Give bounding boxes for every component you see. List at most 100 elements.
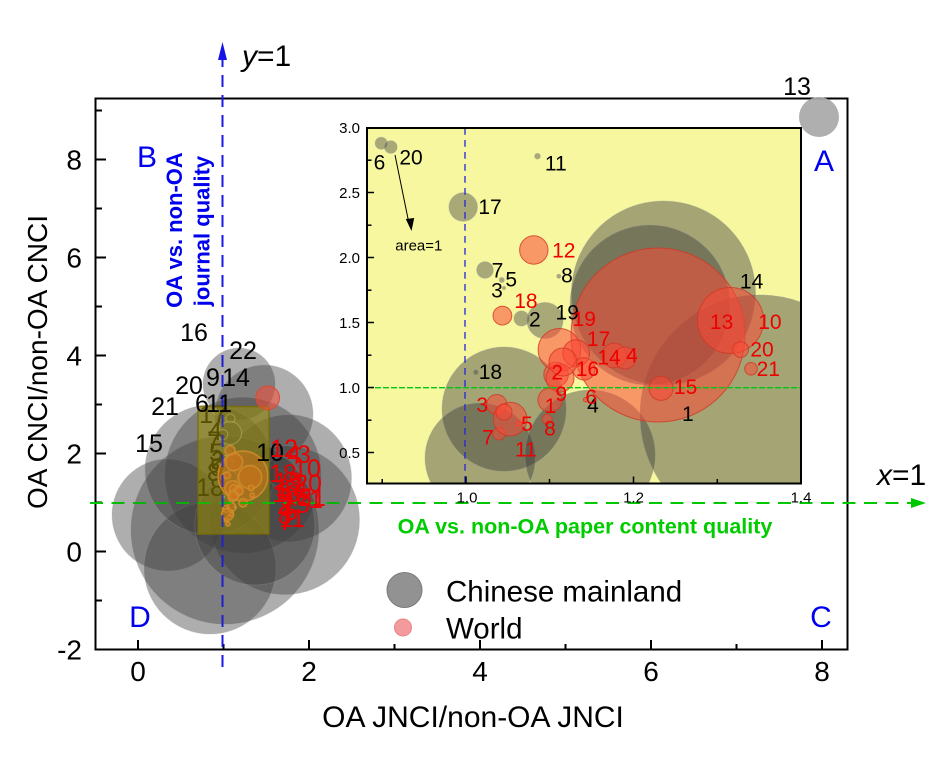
svg-text:0: 0 [66, 537, 82, 568]
svg-text:1.5: 1.5 [339, 315, 360, 332]
svg-text:3: 3 [297, 441, 311, 469]
svg-text:19: 19 [573, 308, 596, 331]
svg-text:18: 18 [514, 290, 537, 313]
svg-text:16: 16 [180, 319, 208, 347]
svg-text:9: 9 [280, 485, 294, 513]
svg-text:6: 6 [284, 498, 298, 526]
svg-text:2: 2 [529, 308, 541, 331]
svg-text:18: 18 [479, 361, 502, 384]
svg-text:6: 6 [643, 656, 659, 687]
svg-text:1.0: 1.0 [339, 380, 360, 397]
svg-text:4: 4 [66, 341, 82, 372]
svg-text:20: 20 [294, 470, 322, 498]
svg-text:8: 8 [278, 502, 292, 530]
svg-text:journal quality: journal quality [190, 155, 215, 307]
svg-text:2: 2 [551, 362, 563, 385]
svg-text:6: 6 [66, 243, 82, 274]
svg-text:13: 13 [710, 311, 733, 334]
svg-text:3.0: 3.0 [339, 120, 360, 137]
svg-text:-2: -2 [57, 635, 82, 666]
svg-text:1.2: 1.2 [623, 490, 644, 507]
svg-text:0: 0 [130, 656, 146, 687]
svg-text:22: 22 [229, 337, 257, 365]
svg-text:18: 18 [269, 460, 297, 488]
svg-text:8: 8 [814, 656, 830, 687]
svg-text:World: World [446, 613, 523, 646]
svg-text:B: B [137, 141, 157, 174]
svg-text:8: 8 [66, 145, 82, 176]
svg-text:1: 1 [309, 486, 323, 514]
svg-text:16: 16 [272, 480, 300, 508]
svg-text:OA JNCI/non-OA JNCI: OA JNCI/non-OA JNCI [322, 701, 624, 734]
svg-text:5: 5 [521, 413, 533, 436]
svg-text:1.4: 1.4 [791, 490, 812, 507]
svg-text:1.0: 1.0 [457, 490, 478, 507]
svg-text:11: 11 [206, 390, 232, 418]
svg-text:9: 9 [206, 364, 220, 392]
svg-text:0.5: 0.5 [339, 445, 360, 462]
svg-text:15: 15 [674, 376, 697, 399]
svg-text:6: 6 [374, 151, 386, 174]
svg-text:10: 10 [256, 439, 284, 467]
svg-text:14: 14 [740, 270, 764, 293]
svg-text:5: 5 [505, 268, 517, 291]
svg-text:D: D [129, 601, 151, 634]
svg-text:20: 20 [750, 338, 773, 361]
svg-text:2.5: 2.5 [339, 185, 360, 202]
svg-text:7: 7 [492, 259, 504, 282]
svg-text:x=1: x=1 [875, 459, 926, 492]
svg-text:11: 11 [279, 505, 305, 533]
svg-text:21: 21 [151, 393, 179, 421]
svg-text:5: 5 [298, 484, 312, 512]
svg-text:6: 6 [585, 386, 597, 409]
svg-text:8: 8 [561, 264, 573, 287]
svg-text:OA CNCI/non-OA CNCI: OA CNCI/non-OA CNCI [22, 215, 53, 509]
svg-text:17: 17 [478, 196, 501, 219]
svg-text:20: 20 [399, 146, 422, 169]
svg-text:A: A [814, 145, 834, 178]
svg-text:y=1: y=1 [240, 40, 291, 73]
svg-text:17: 17 [275, 474, 303, 502]
svg-text:20: 20 [175, 372, 203, 400]
svg-text:1: 1 [682, 403, 694, 426]
svg-text:C: C [810, 601, 832, 634]
svg-text:2.0: 2.0 [339, 250, 360, 267]
svg-text:2: 2 [66, 439, 82, 470]
svg-text:17: 17 [587, 328, 610, 351]
svg-text:14: 14 [280, 477, 308, 505]
svg-text:14: 14 [222, 364, 250, 392]
svg-text:12: 12 [270, 435, 298, 463]
svg-text:21: 21 [757, 358, 780, 381]
svg-text:11: 11 [545, 152, 567, 175]
svg-text:14: 14 [597, 346, 621, 369]
svg-text:7: 7 [482, 426, 494, 449]
svg-text:21: 21 [298, 484, 326, 512]
svg-text:16: 16 [576, 358, 599, 381]
svg-text:area=1: area=1 [395, 238, 442, 255]
svg-text:8: 8 [544, 418, 556, 441]
svg-text:19: 19 [274, 468, 302, 496]
svg-text:2: 2 [277, 492, 291, 520]
svg-text:3: 3 [476, 394, 488, 417]
svg-text:1: 1 [545, 395, 557, 418]
svg-text:OA vs. non-OA: OA vs. non-OA [162, 152, 187, 308]
svg-text:9: 9 [555, 383, 567, 406]
svg-text:11: 11 [515, 439, 537, 462]
svg-text:2: 2 [301, 656, 317, 687]
svg-text:6: 6 [195, 390, 209, 418]
svg-text:4: 4 [472, 656, 488, 687]
svg-text:4: 4 [587, 394, 599, 417]
svg-text:10: 10 [293, 455, 321, 483]
svg-text:4: 4 [287, 441, 301, 469]
svg-text:19: 19 [556, 301, 579, 324]
svg-text:10: 10 [758, 311, 781, 334]
svg-text:7: 7 [279, 508, 293, 536]
svg-text:15: 15 [135, 430, 163, 458]
svg-text:OA vs. non-OA paper content qu: OA vs. non-OA paper content quality [398, 515, 773, 539]
svg-text:Chinese mainland: Chinese mainland [446, 576, 682, 609]
svg-text:3: 3 [491, 279, 503, 302]
svg-text:13: 13 [783, 73, 811, 101]
svg-text:4: 4 [626, 344, 638, 367]
svg-text:12: 12 [552, 239, 575, 262]
svg-text:15: 15 [282, 491, 310, 519]
